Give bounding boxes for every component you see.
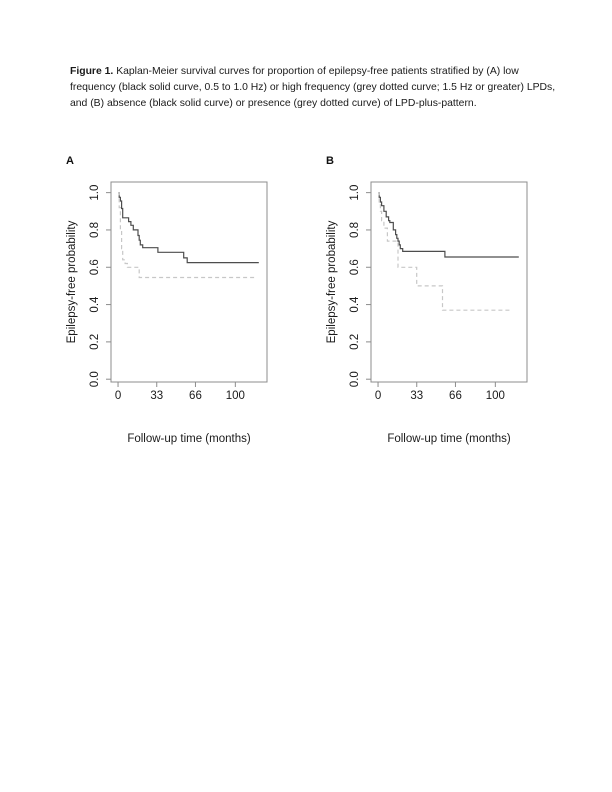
x-tick-label: 66 bbox=[189, 390, 202, 402]
y-tick-label: 1.0 bbox=[349, 185, 361, 201]
km-plot-b: 0 33 66 100 0.0 0.2 0.4 0.6 0.8 1.0 Follow-up time… bbox=[326, 181, 528, 445]
figure-caption-label: Figure 1. bbox=[70, 66, 114, 77]
panel-label-b: B bbox=[326, 155, 334, 167]
km-curve-dashed bbox=[378, 192, 510, 311]
x-tick-label: 100 bbox=[486, 390, 505, 402]
y-tick-label: 0.0 bbox=[349, 371, 361, 387]
y-tick-label: 0.0 bbox=[89, 371, 101, 387]
x-axis-title: Follow-up time (months) bbox=[127, 433, 251, 445]
panel-label-a: A bbox=[66, 155, 74, 167]
x-tick-label: 33 bbox=[150, 390, 163, 402]
km-plot-a: 0 33 66 100 0.0 0.2 0.4 0.6 0.8 1.0 Follow-up time… bbox=[66, 181, 268, 445]
x-tick-label: 33 bbox=[410, 390, 423, 402]
y-axis-title: Epilepsy-free probability bbox=[66, 220, 78, 343]
y-axis-title: Epilepsy-free probability bbox=[326, 220, 338, 343]
plot-box bbox=[110, 181, 268, 383]
y-tick-label: 0.2 bbox=[89, 334, 101, 350]
x-tick-label: 66 bbox=[449, 390, 462, 402]
x-tick-label: 0 bbox=[115, 390, 121, 402]
y-tick-label: 1.0 bbox=[89, 185, 101, 201]
y-tick-label: 0.4 bbox=[349, 296, 361, 313]
figure-panel-b: B 0 33 66 100 0.0 0.2 0.4 0.6 0.8 1.0 Follow-up ti… bbox=[318, 153, 558, 453]
km-curve-solid bbox=[118, 192, 259, 264]
km-curve-solid bbox=[378, 192, 519, 258]
figure-caption: Figure 1. Kaplan-Meier survival curves f… bbox=[70, 64, 564, 112]
plot-box bbox=[370, 181, 528, 383]
x-tick-label: 0 bbox=[375, 390, 381, 402]
x-tick-label: 100 bbox=[226, 390, 245, 402]
y-tick-label: 0.6 bbox=[89, 259, 101, 275]
y-tick-label: 0.6 bbox=[349, 259, 361, 275]
figure-caption-text: Kaplan-Meier survival curves for proport… bbox=[70, 66, 556, 109]
y-tick-label: 0.8 bbox=[349, 222, 361, 238]
y-tick-label: 0.2 bbox=[349, 334, 361, 350]
figure-panel-a: A 0 33 66 100 0.0 0.2 0.4 0.6 0.8 1.0 Follow-up ti… bbox=[58, 153, 298, 453]
x-axis-title: Follow-up time (months) bbox=[387, 433, 511, 445]
y-tick-label: 0.8 bbox=[89, 222, 101, 238]
y-tick-label: 0.4 bbox=[89, 296, 101, 313]
km-curve-dashed bbox=[118, 192, 256, 279]
